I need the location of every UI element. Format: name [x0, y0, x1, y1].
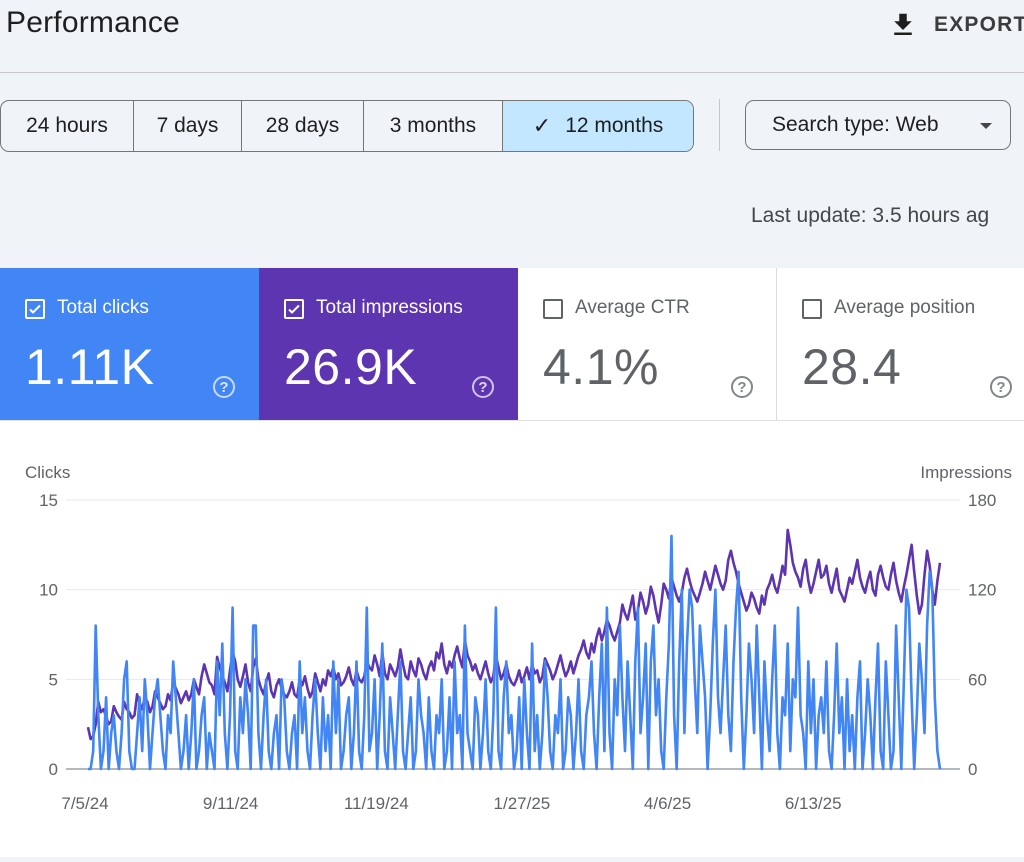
metric-label: Average CTR [575, 297, 690, 318]
range-24-hours[interactable]: 24 hours [1, 101, 134, 151]
export-button[interactable]: EXPORT [888, 10, 1024, 40]
x-tick-label: 1/27/25 [494, 794, 551, 813]
metric-label: Total impressions [316, 297, 463, 318]
metric-value: 1.11K [25, 339, 155, 395]
series-line-clicks [88, 534, 942, 771]
performance-chart: 0 0 5 60 10 120 15 180 Clicks Impressions 7/5/24 9/… [25, 463, 1012, 813]
checkbox-checked[interactable] [284, 299, 304, 319]
y-right-axis-title: Impressions [920, 463, 1012, 482]
range-28-days[interactable]: 28 days [242, 101, 364, 151]
export-label: EXPORT [934, 13, 1024, 36]
check-icon: ✓ [532, 113, 552, 138]
y-right-tick-label: 180 [968, 491, 996, 510]
metric-card-average-ctr[interactable]: Average CTR 4.1% ? [518, 268, 777, 420]
x-tick-label: 7/5/24 [61, 794, 108, 813]
checkbox-checked[interactable] [25, 299, 45, 319]
metric-value: 28.4 [802, 339, 902, 395]
y-right-tick-label: 120 [968, 581, 996, 600]
range-label: 24 hours [26, 114, 108, 137]
x-tick-label: 6/13/25 [785, 794, 842, 813]
metric-value: 4.1% [543, 339, 659, 395]
range-label: 12 months [565, 114, 664, 137]
date-range-selector: 24 hours 7 days 28 days 3 months ✓ 12 mo… [0, 100, 694, 152]
checkbox-unchecked[interactable] [802, 299, 822, 319]
search-type-label: Search type: Web [772, 113, 939, 136]
y-right-tick-label: 0 [968, 760, 977, 779]
y-left-axis-title: Clicks [25, 463, 70, 482]
performance-chart-card: 0 0 5 60 10 120 15 180 Clicks Impressions 7/5/24 9/… [0, 420, 1024, 857]
metric-card-total-clicks[interactable]: Total clicks 1.11K ? [0, 268, 259, 420]
download-icon [894, 13, 912, 35]
metric-label: Average position [834, 297, 976, 318]
help-icon[interactable]: ? [731, 376, 753, 398]
range-7-days[interactable]: 7 days [134, 101, 242, 151]
divider [719, 99, 720, 151]
metric-card-average-position[interactable]: Average position 28.4 ? [777, 268, 1024, 420]
range-12-months[interactable]: ✓ 12 months [503, 101, 693, 151]
help-icon[interactable]: ? [213, 376, 235, 398]
x-tick-label: 4/6/25 [644, 794, 691, 813]
x-tick-label: 11/19/24 [344, 794, 409, 813]
y-left-tick-label: 10 [39, 581, 58, 600]
checkbox-unchecked[interactable] [543, 299, 563, 319]
x-tick-label: 9/11/24 [203, 794, 258, 813]
last-update-text: Last update: 3.5 hours ag [751, 204, 990, 227]
range-3-months[interactable]: 3 months [364, 101, 503, 151]
y-left-tick-label: 5 [49, 670, 58, 689]
range-label: 28 days [265, 114, 340, 137]
metric-value: 26.9K [284, 339, 418, 395]
checkmark-icon [288, 304, 300, 314]
help-icon[interactable]: ? [990, 376, 1012, 398]
checkmark-icon [29, 304, 41, 314]
y-right-tick-label: 60 [968, 670, 987, 689]
caret-down-icon [980, 123, 992, 129]
help-icon[interactable]: ? [472, 376, 494, 398]
page-title: Performance [6, 6, 180, 39]
y-left-tick-label: 0 [49, 760, 58, 779]
range-label: 3 months [389, 114, 477, 137]
metric-card-total-impressions[interactable]: Total impressions 26.9K ? [259, 268, 518, 420]
header: Performance EXPORT [0, 0, 1024, 73]
search-type-dropdown[interactable]: Search type: Web [745, 100, 1011, 150]
metric-label: Total clicks [57, 297, 149, 318]
range-label: 7 days [156, 114, 219, 137]
y-left-tick-label: 15 [39, 491, 58, 510]
